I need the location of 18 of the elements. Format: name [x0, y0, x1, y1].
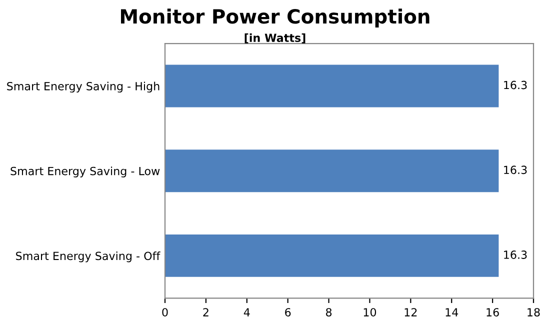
- x-tick-label: 12: [404, 308, 417, 316]
- x-tick-label: 6: [285, 308, 291, 316]
- chart-subtitle: [in Watts]: [244, 33, 306, 44]
- data-label: 16.3: [504, 166, 527, 174]
- x-tick-label: 0: [162, 308, 168, 316]
- y-tick-label: Smart Energy Saving - Low: [10, 166, 160, 178]
- chart-title: Monitor Power Consumption: [121, 8, 430, 28]
- data-label: 16.3: [504, 80, 527, 90]
- x-tick-label: 16: [486, 308, 499, 316]
- data-label: 16.3: [504, 250, 527, 259]
- x-tick-label: 2: [203, 308, 208, 316]
- y-tick-label: Smart Energy Saving - High: [7, 82, 160, 93]
- x-tick-label: 4: [244, 308, 250, 316]
- y-tick-label: Smart Energy Saving - Off: [16, 251, 160, 262]
- x-tick-label: 8: [326, 308, 332, 316]
- x-tick-label: 14: [446, 308, 458, 316]
- x-tick-label: 18: [528, 308, 540, 316]
- x-tick-label: 10: [364, 308, 376, 316]
